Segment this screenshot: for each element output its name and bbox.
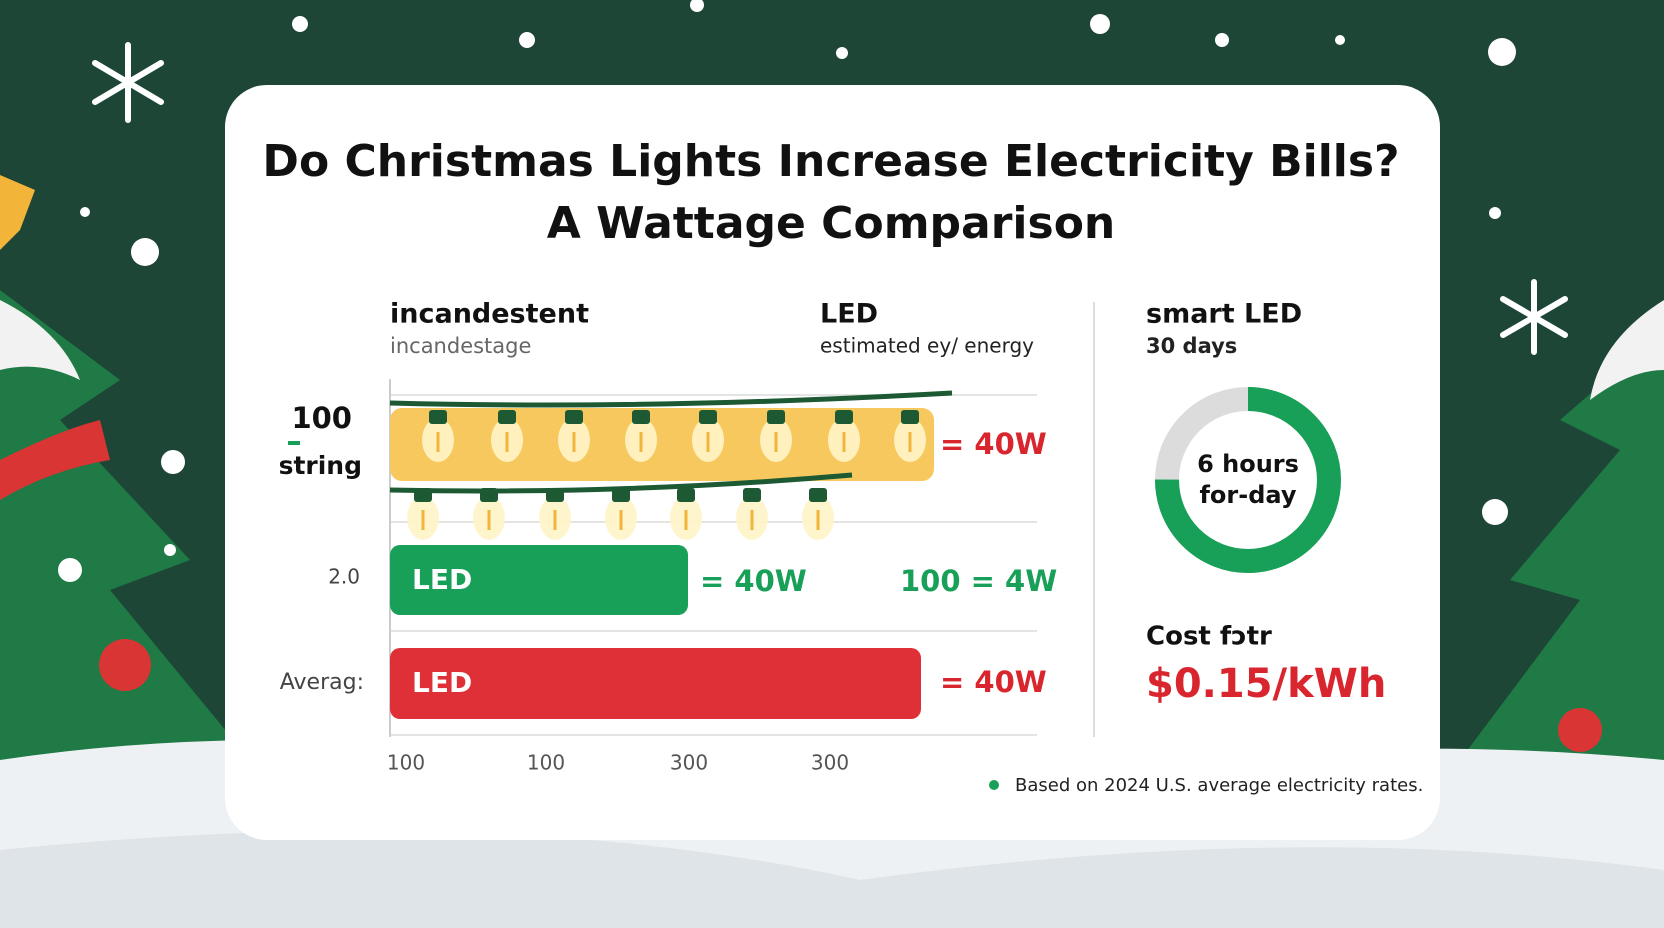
bulb xyxy=(480,488,498,502)
bar-label: LED xyxy=(412,666,472,699)
bulb xyxy=(612,488,630,502)
donut-arc xyxy=(1155,387,1341,573)
column-title: smart LED xyxy=(1146,299,1302,330)
row-label: string xyxy=(279,451,362,480)
bulb xyxy=(414,488,432,502)
x-label: 100 xyxy=(527,751,565,775)
row-label: Averag: xyxy=(280,670,364,695)
donut-text: 6 hours xyxy=(1197,450,1299,478)
value-label: = 40W xyxy=(700,564,807,598)
bulb xyxy=(809,488,827,502)
bar xyxy=(390,545,688,615)
wire xyxy=(389,390,953,408)
bulb xyxy=(677,488,695,502)
bulb xyxy=(743,488,761,502)
bulb xyxy=(429,410,447,424)
bulb xyxy=(565,410,583,424)
snowflake xyxy=(92,42,1568,355)
bulb xyxy=(498,410,516,424)
column-title: LED xyxy=(820,299,878,330)
bulb xyxy=(901,410,919,424)
donut-text: for-day xyxy=(1199,481,1296,509)
column-title: incandestent xyxy=(390,299,589,330)
value-label: 100 = 4W xyxy=(900,564,1057,598)
title: A Wattage Comparison xyxy=(547,198,1116,249)
bullet xyxy=(989,780,999,790)
x-label: 100 xyxy=(387,751,425,775)
value-label: = 40W xyxy=(940,665,1047,699)
row-label: 2.0 xyxy=(328,565,360,589)
bulb xyxy=(546,488,564,502)
bulb xyxy=(767,410,785,424)
title: Do Christmas Lights Increase Electricity… xyxy=(262,136,1399,187)
bulb xyxy=(699,410,717,424)
cost-value: $0.15/kWh xyxy=(1146,661,1386,707)
footnote: Based on 2024 U.S. average electricity r… xyxy=(1015,775,1423,796)
x-label: 300 xyxy=(811,751,849,775)
column-subtitle: incandestage xyxy=(390,334,531,358)
bar xyxy=(390,648,921,719)
bulbs xyxy=(407,410,926,540)
bar-label: LED xyxy=(412,563,472,596)
column-subtitle: estimated ey/ energy xyxy=(820,334,1034,358)
bulb xyxy=(632,410,650,424)
cost-label: Cost fɔtr xyxy=(1146,622,1272,652)
bar xyxy=(390,408,934,481)
column-subtitle: 30 days xyxy=(1146,334,1237,358)
x-label: 300 xyxy=(670,751,708,775)
value-label: = 40W xyxy=(940,427,1047,461)
bulb xyxy=(835,410,853,424)
row-label: 100 xyxy=(291,401,352,435)
